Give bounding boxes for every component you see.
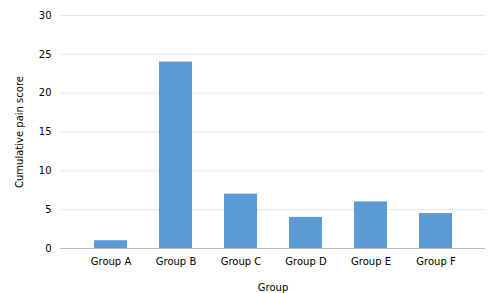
svg-text:Group D: Group D xyxy=(285,256,327,267)
svg-text:Group E: Group E xyxy=(351,256,391,267)
svg-text:0: 0 xyxy=(45,243,51,254)
svg-text:Cumulative pain score: Cumulative pain score xyxy=(14,76,25,188)
svg-text:Group B: Group B xyxy=(156,256,197,267)
svg-text:Group C: Group C xyxy=(221,256,262,267)
svg-text:Group F: Group F xyxy=(416,256,456,267)
svg-text:15: 15 xyxy=(39,126,52,137)
svg-text:5: 5 xyxy=(45,204,51,215)
svg-text:Group: Group xyxy=(258,282,288,293)
svg-text:10: 10 xyxy=(39,165,52,176)
svg-text:25: 25 xyxy=(39,49,52,60)
svg-text:30: 30 xyxy=(39,10,52,21)
svg-text:Group A: Group A xyxy=(91,256,132,267)
svg-text:20: 20 xyxy=(39,87,52,98)
